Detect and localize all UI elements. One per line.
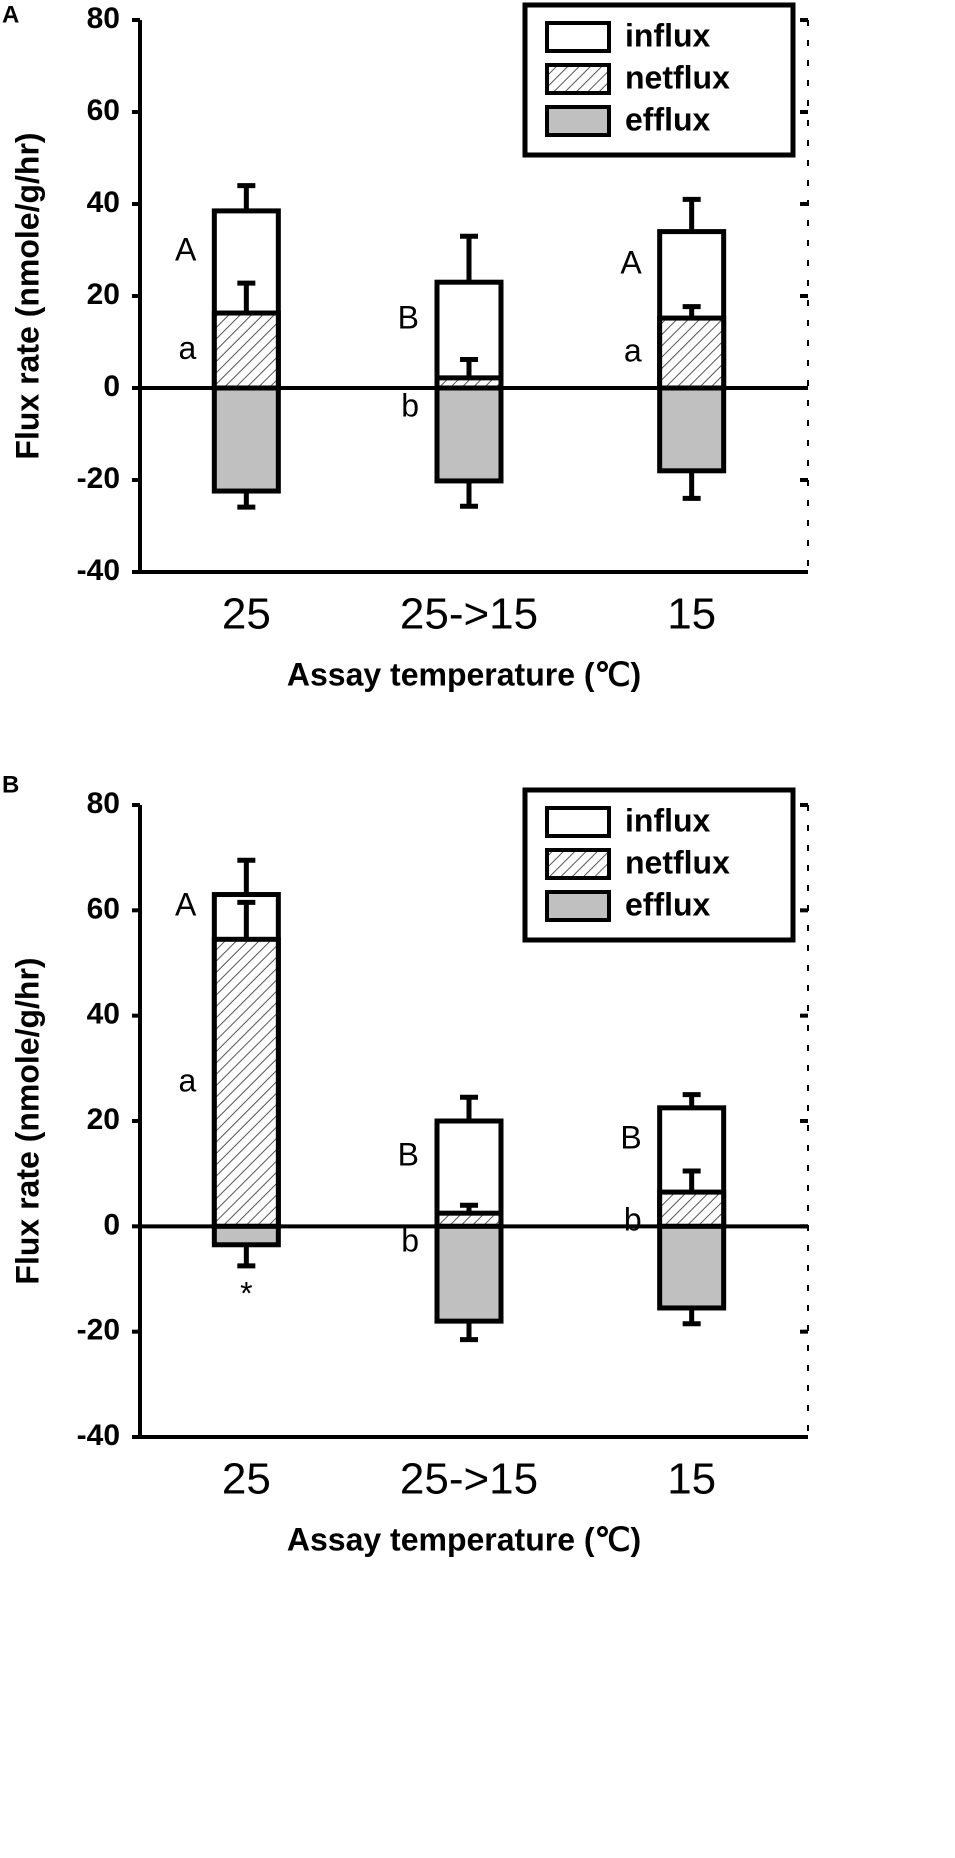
y-axis-title: Flux rate (nmole/g/hr) xyxy=(9,132,45,459)
error-bar xyxy=(682,304,701,319)
error-bar xyxy=(682,1307,701,1327)
y-tick-label: 80 xyxy=(87,787,120,820)
bar xyxy=(211,1223,281,1248)
error-bar xyxy=(237,183,256,211)
y-axis-title: Flux rate (nmole/g/hr) xyxy=(9,957,45,1284)
legend-swatch xyxy=(545,806,611,838)
x-tick-label: 25 xyxy=(222,590,271,639)
y-tick-label: 40 xyxy=(87,186,120,219)
error-bar xyxy=(237,280,256,314)
y-tick-label: 60 xyxy=(87,94,120,127)
error-bar xyxy=(682,470,701,501)
error-bar xyxy=(460,1094,478,1121)
legend-swatch xyxy=(545,890,611,922)
error-bar xyxy=(237,857,256,895)
legend-label: netflux xyxy=(625,59,730,95)
annotation: b xyxy=(401,387,419,423)
panel-label: A xyxy=(2,1,19,28)
x-tick-label: 25 xyxy=(222,1455,271,1504)
x-axis-title: Assay temperature (℃) xyxy=(287,1521,641,1557)
error-bar xyxy=(460,1321,478,1343)
error-bar xyxy=(682,196,701,232)
annotation: B xyxy=(398,299,419,335)
annotation: b xyxy=(624,1202,642,1238)
bar xyxy=(657,315,727,391)
annotation: a xyxy=(179,330,197,366)
error-bar xyxy=(237,491,256,510)
annotation: b xyxy=(401,1223,419,1259)
x-tick-label: 15 xyxy=(667,1455,716,1504)
panel-label: B xyxy=(2,771,19,798)
error-bar xyxy=(682,1168,701,1193)
y-tick-label: 0 xyxy=(103,1208,120,1241)
legend-label: netflux xyxy=(625,844,730,880)
annotation: a xyxy=(179,1062,197,1098)
panel: B -40 -20 0 20 40 60 80 25 25->15 15 Aa * Bb Bb Assay t… xyxy=(2,771,809,1557)
y-tick-label: 40 xyxy=(87,998,120,1031)
error-bar xyxy=(237,1244,256,1269)
annotation: A xyxy=(620,244,642,280)
bar xyxy=(434,1223,504,1324)
y-tick-label: 60 xyxy=(87,892,120,925)
error-bar xyxy=(460,1202,478,1214)
annotation: A xyxy=(175,231,197,267)
legend-swatch xyxy=(545,848,611,880)
annotation: B xyxy=(398,1137,419,1173)
y-tick-label: 20 xyxy=(87,278,120,311)
error-bar xyxy=(237,899,256,940)
y-tick-label: -20 xyxy=(77,1314,120,1347)
y-tick-label: 20 xyxy=(87,1103,120,1136)
bar xyxy=(657,1223,727,1311)
x-axis-title: Assay temperature (℃) xyxy=(287,656,641,692)
legend-label: influx xyxy=(625,17,711,53)
annotation: a xyxy=(624,332,642,368)
bar xyxy=(434,385,504,484)
legend-label: efflux xyxy=(625,886,711,922)
legend-label: efflux xyxy=(625,101,711,137)
error-bar xyxy=(460,356,478,378)
error-bar xyxy=(460,233,478,283)
x-tick-label: 15 xyxy=(667,590,716,639)
error-bar xyxy=(682,1092,701,1108)
legend-label: influx xyxy=(625,802,711,838)
y-tick-label: -20 xyxy=(77,462,120,495)
y-tick-label: 80 xyxy=(87,2,120,35)
y-tick-label: -40 xyxy=(77,554,120,587)
annotation: B xyxy=(620,1119,641,1155)
legend-swatch xyxy=(545,105,611,137)
bar xyxy=(211,385,281,494)
annotation: * xyxy=(240,1275,252,1311)
bar xyxy=(211,936,281,1229)
error-bar xyxy=(460,480,478,509)
bar xyxy=(657,385,727,474)
x-tick-label: 25->15 xyxy=(400,590,538,639)
bar xyxy=(211,310,281,391)
annotation: A xyxy=(175,886,197,922)
legend-swatch xyxy=(545,63,611,95)
bar xyxy=(657,1189,727,1229)
y-tick-label: 0 xyxy=(103,370,120,403)
y-tick-label: -40 xyxy=(77,1419,120,1452)
legend-swatch xyxy=(545,21,611,53)
x-tick-label: 25->15 xyxy=(400,1455,538,1504)
panel: A -40 -20 0 20 40 60 80 25 25->15 15 Aa Bb Aa Assay te… xyxy=(2,1,809,692)
